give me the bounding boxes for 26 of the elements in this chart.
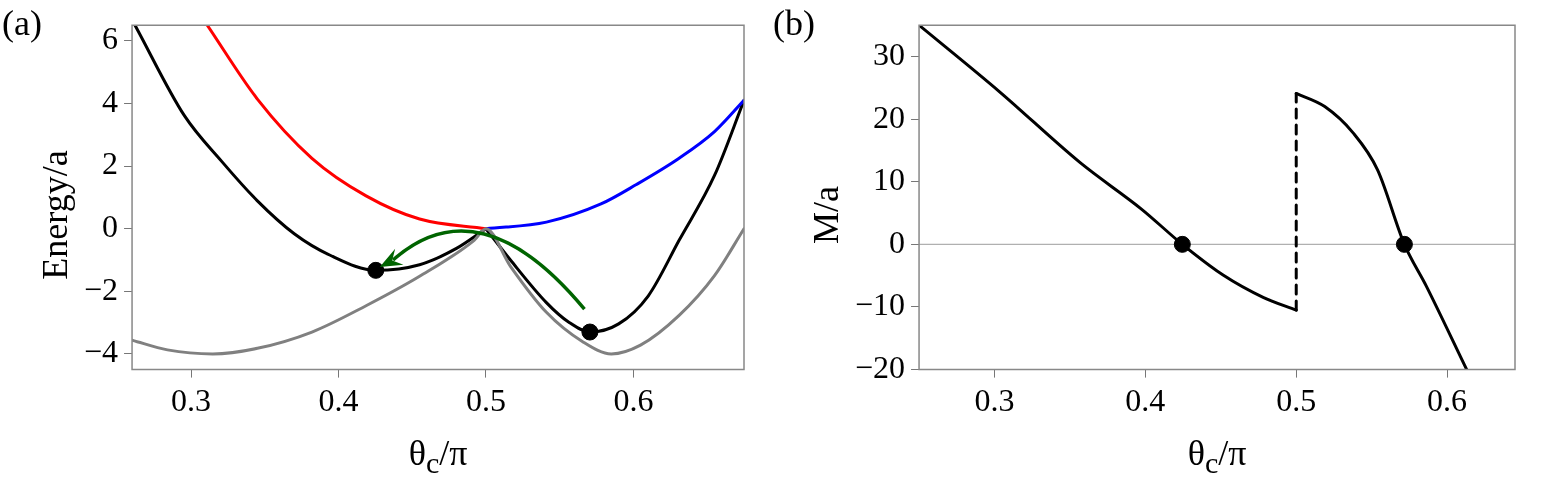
y-tick-label: −4	[84, 333, 119, 370]
x-axis-title: θ$_{c}$/π	[1187, 432, 1247, 481]
y-tick-label: 20	[873, 98, 906, 135]
x-tick-label: 0.6	[1427, 382, 1468, 419]
y-tick-label: 2	[102, 145, 119, 182]
y-tick-label: 0	[102, 208, 119, 245]
x-tick-label: 0.5	[1276, 382, 1317, 419]
x-tick-label: 0.4	[318, 382, 359, 419]
y-tick-label: −20	[855, 349, 906, 386]
chart-title: (a)	[2, 2, 42, 44]
chart-title: (b)	[773, 2, 815, 44]
y-tick-label: 10	[873, 161, 906, 198]
x-tick-label: 0.3	[974, 382, 1015, 419]
y-tick-label: 6	[102, 20, 119, 57]
x-tick-label: 0.3	[171, 382, 212, 419]
x-tick-label: 0.5	[465, 382, 506, 419]
y-tick-label: 0	[889, 223, 906, 260]
x-tick-label: 0.6	[613, 382, 654, 419]
y-tick-label: −10	[855, 286, 906, 323]
y-tick-label: 30	[873, 35, 906, 72]
y-axis-title: M/a	[805, 186, 847, 244]
x-tick-label: 0.4	[1125, 382, 1166, 419]
y-axis-title: Energy/a	[34, 150, 76, 280]
y-tick-label: 4	[102, 82, 119, 119]
y-tick-label: −2	[84, 270, 119, 307]
x-axis-title: θ$_{c}$/π	[408, 432, 468, 481]
